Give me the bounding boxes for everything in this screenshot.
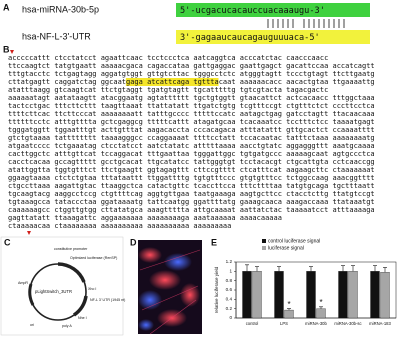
y-tick-label: 0.6: [226, 287, 233, 292]
error-bar: [383, 267, 387, 273]
plasmid-label: NF-L 3' UTR (1945 nt): [90, 298, 125, 302]
error-bar: [373, 265, 377, 272]
sequence-line: ttccaagtct tatgtgaatt aaaaacgaca cagacca…: [8, 62, 375, 70]
ampr-arc: [28, 283, 35, 306]
legend-label: control luciferase signal: [268, 238, 320, 244]
utr-arc: [72, 295, 88, 317]
panel-label: D: [130, 237, 137, 247]
panel-label: B: [3, 44, 10, 54]
bar: [306, 271, 316, 319]
end-marker: [27, 231, 31, 235]
plasmid-label: AmpR: [18, 281, 28, 285]
y-axis-title: relative luciferase yield: [214, 266, 219, 313]
error-bar: [245, 264, 249, 272]
sequence-line: tgggatggtt tggaatttgt acttgtttat aagacac…: [8, 126, 375, 134]
y-tick-label: 0.8: [226, 278, 233, 283]
sequence-line: tttgtacctc tctgagtagg aggatgtggt gttgtct…: [8, 70, 375, 78]
sequence-line: atatttaagg gtcaagtcat ttctgtaggt tgatgta…: [8, 86, 328, 94]
pairing-bars: [267, 19, 345, 28]
sequence-line: ttttttcctc atttgtttta gctcgaggcg tttttca…: [8, 118, 375, 126]
error-bar: [351, 265, 355, 272]
y-tick-label: 1.2: [226, 259, 233, 264]
bar: [380, 272, 390, 319]
plot-frame: [235, 261, 397, 319]
bar: [284, 309, 294, 319]
sequence-line: gagttatatt ttaaagattc aggaaaaaaa aaaaaaa…: [8, 214, 282, 222]
sequence-line: aaaaaatagt aatataagtt atacggaatg agtattt…: [8, 94, 375, 102]
x-tick-label: LPS: [280, 321, 288, 326]
plasmid-label: constitutive promoter: [54, 247, 88, 251]
y-tick-label: 0.4: [226, 297, 233, 302]
plasmid-label: ori: [30, 323, 34, 327]
sequence-line: tgtaaagcca tataccctaa ggataaaatg tattcaa…: [8, 198, 375, 206]
sequence-line: acccccattt ctcctatcct agaattcaac tcctccc…: [8, 54, 328, 62]
bar: [242, 271, 252, 319]
significance-mark: *: [287, 300, 290, 309]
sequence-line: caaaaaagcc ctggttgtgg cttatatgca aaagttt…: [8, 206, 375, 214]
sequence-line: ctgccttaaa aagattgtac ttaaggctca catactg…: [8, 182, 375, 190]
error-bar: [319, 306, 323, 309]
sequence-block: acccccattt ctcctatcct agaattcaac tcctccc…: [8, 54, 375, 230]
legend-swatch: [262, 246, 266, 250]
sequence-line: ggaagtaaaa ctctctgtaa tttataattt ttggatt…: [8, 174, 375, 182]
y-tick-label: 0.2: [226, 306, 233, 311]
sequence-line: gtctgtaaaa tatttttttt taaaagggcc ccaggaa…: [8, 134, 375, 142]
sequence-line: ttttcttcac ttcttcccat aaaaaaaatt tatttgc…: [8, 110, 375, 118]
mirna-sequence: 5'-ucgacucacauccuacaaaugu-3': [180, 6, 325, 16]
x-tick-label: miRNA-183: [369, 321, 391, 326]
error-bar: [341, 265, 345, 272]
plasmid-label: Xho I: [88, 287, 96, 291]
y-tick-label: 1: [229, 269, 232, 274]
utr-box: [176, 30, 370, 44]
sequence-line: tgcaagtacg aaggcctccg ctgttttcag aggtgtt…: [8, 190, 375, 198]
bar: [274, 271, 284, 319]
seed-highlight: [125, 78, 219, 86]
bar: [316, 308, 326, 319]
sequence-line: cacctcacaa gccagttttt gcctgcacat ttgcata…: [8, 158, 375, 166]
sequence-line: atgaatcccc tctgaaatag ctcctatcct aatctat…: [8, 142, 375, 150]
micrograph: [138, 240, 202, 335]
panel-frame: [0, 236, 124, 336]
mirna-name: hsa-miRNA-30b-5p: [22, 4, 99, 14]
sequence-line: cacttggctc atttgttcat tccaggacat tttgaat…: [8, 150, 375, 158]
error-bar: [309, 266, 313, 272]
legend-swatch: [262, 239, 266, 243]
plasmid-label: Optimized luciferase (RenSP): [70, 256, 117, 260]
x-tick-label: miRNA-30b: [305, 321, 327, 326]
bar: [370, 271, 380, 319]
y-tick-label: 0: [229, 315, 232, 320]
utr-name: hsa-NF-L-3'-UTR: [22, 31, 91, 41]
plasmid-label: Nhe I: [78, 316, 87, 320]
x-tick-label: control: [246, 321, 259, 326]
panel-label: E: [211, 237, 217, 247]
sequence-line: ctaaaaacaa ctaaaaaaaa aaaaaaaaaa aaaaaaa…: [8, 222, 231, 230]
bar: [348, 271, 358, 319]
error-bar: [255, 266, 259, 272]
plasmid-label: poly A: [62, 324, 72, 328]
significance-mark: *: [319, 298, 322, 307]
luciferase-arc: [57, 262, 86, 283]
utr-sequence: 3'-gagaaucaucagauguuuaca-5': [180, 33, 320, 43]
panel-label: C: [4, 237, 11, 247]
plasmid-label: pLightSwitch_3UTR: [35, 289, 72, 294]
sequence-line: atattggtta tggtgtttct ttctgaagtt ggtagag…: [8, 166, 375, 174]
start-marker: [10, 50, 14, 54]
sequence-line: tactcctgac tttcttcttt taagttaaat ttattat…: [8, 102, 375, 110]
bar: [252, 271, 262, 319]
sequence-line: cttatgagtt caggatctag ggcaatgaga atcattc…: [8, 78, 375, 86]
panel-label: A: [3, 2, 10, 12]
x-tick-label: miRNA-30b-sc: [334, 321, 361, 326]
bar: [338, 271, 348, 319]
error-bar: [277, 266, 281, 272]
legend-label: luciferase signal: [268, 245, 304, 251]
error-bar: [287, 308, 291, 311]
mirna-box: [176, 3, 370, 17]
